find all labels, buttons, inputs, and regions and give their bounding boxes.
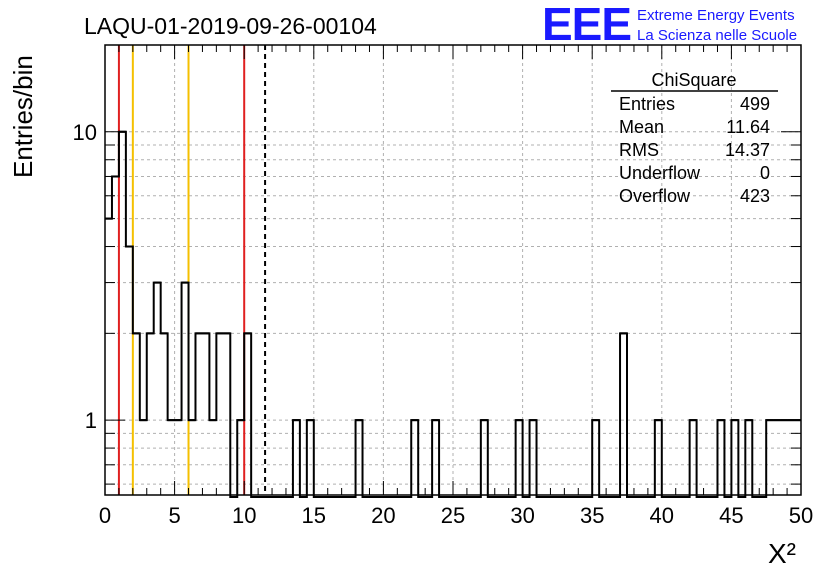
y-tick-labels: 1 10 (73, 120, 97, 433)
eee-logo: EEE Extreme Energy Events La Scienza nel… (542, 0, 797, 50)
y-tick-label: 1 (85, 408, 97, 433)
x-tick-label: 50 (789, 503, 813, 528)
stats-row-value: 0 (760, 163, 770, 183)
histogram-bins (105, 130, 801, 422)
chart-title: LAQU-01-2019-09-26-00104 (84, 13, 377, 39)
stats-row-value: 499 (740, 94, 770, 114)
stats-row-value: 14.37 (725, 140, 770, 160)
stats-row-label: Entries (619, 94, 675, 114)
y-tick-label: 10 (73, 120, 97, 145)
y-axis-label: Entries/bin (8, 55, 38, 178)
logo-line-1: Extreme Energy Events (637, 7, 795, 24)
x-tick-label: 45 (719, 503, 743, 528)
axis-ticks (104, 44, 802, 495)
x-tick-label: 40 (650, 503, 674, 528)
x-tick-label: 5 (168, 503, 180, 528)
reference-lines (117, 45, 267, 495)
stats-box: ChiSquare Entries 499 Mean 11.64 RMS 14.37 Und… (611, 70, 778, 206)
x-axis-label: X² (768, 538, 796, 569)
stats-row-value: 11.64 (726, 117, 770, 137)
x-tick-label: 15 (302, 503, 326, 528)
stats-row-label: Overflow (619, 186, 691, 206)
stats-row-label: Underflow (619, 163, 701, 183)
eee-logo-mark: EEE (542, 0, 631, 50)
x-tick-label: 10 (232, 503, 256, 528)
stats-row-label: RMS (619, 140, 659, 160)
stats-title: ChiSquare (651, 70, 736, 90)
x-tick-label: 25 (441, 503, 465, 528)
x-tick-labels: 0 5 10 15 20 25 30 35 40 45 50 (99, 503, 813, 528)
x-tick-label: 30 (510, 503, 534, 528)
stats-row-label: Mean (619, 117, 664, 137)
stats-rows: Entries 499 Mean 11.64 RMS 14.37 Underflow 0 Ove… (619, 94, 770, 206)
x-tick-label: 20 (371, 503, 395, 528)
x-tick-label: 0 (99, 503, 111, 528)
stats-row-value: 423 (740, 186, 770, 206)
logo-line-2: La Scienza nelle Scuole (637, 27, 797, 44)
x-tick-label: 35 (580, 503, 604, 528)
